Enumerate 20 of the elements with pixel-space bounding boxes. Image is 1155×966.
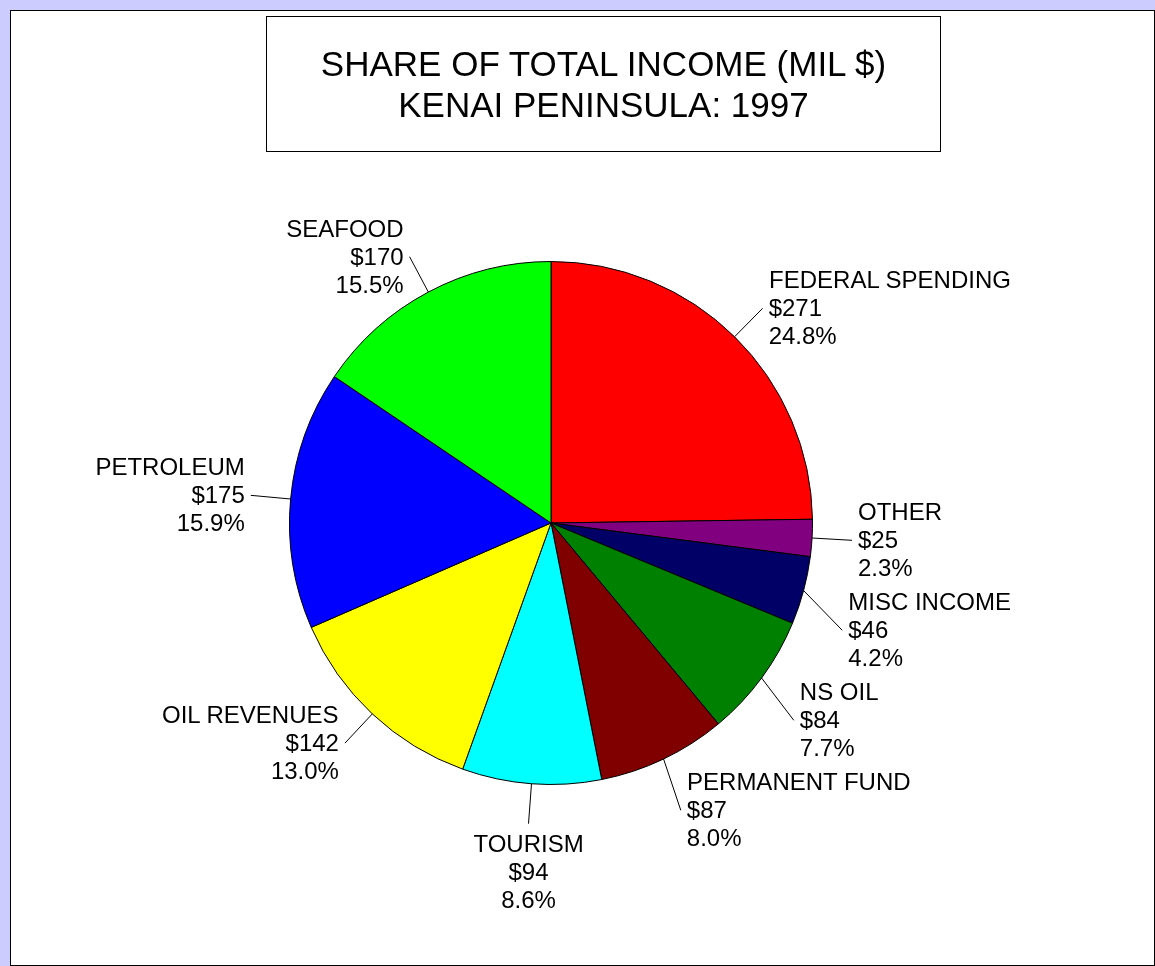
data-label: $175 15.9% [176,481,245,537]
slice-label: MISC INCOME [848,588,1011,616]
data-label: $87 8.0% [686,796,742,852]
data-label: $84 7.7% [799,706,855,762]
slice-label: PERMANENT FUND [687,768,911,796]
slice-label: TOURISM [473,829,584,857]
chart-subtitle: KENAI PENINSULA: 1997 [397,84,810,125]
slice-label: OTHER [858,498,942,526]
data-label: $142 13.0% [270,729,339,785]
data-label: $94 8.6% [501,857,556,913]
data-label: $170 15.5% [335,242,404,298]
slice-label: OIL REVENUES [162,701,339,729]
slice-label: SEAFOOD [286,214,404,242]
slice-label: FEDERAL SPENDING [769,266,1011,294]
data-label: $46 4.2% [848,616,903,672]
slice-label: NS OIL [799,678,879,706]
chart-title: SHARE OF TOTAL INCOME (MIL $) [319,43,888,84]
data-label: $25 2.3% [858,526,913,582]
slice-label: PETROLEUM [95,453,245,481]
data-label: $271 24.8% [768,294,837,350]
